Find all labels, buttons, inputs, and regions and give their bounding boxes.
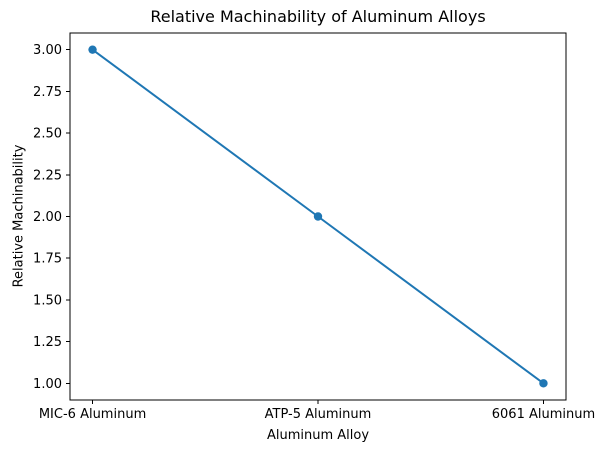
chart-title: Relative Machinability of Aluminum Alloy…	[150, 7, 486, 26]
data-point	[313, 212, 323, 221]
data-point	[88, 45, 97, 54]
x-tick-label: 6061 Aluminum	[492, 407, 595, 422]
y-tick-label: 3.00	[33, 43, 62, 58]
x-axis-label: Aluminum Alloy	[266, 428, 370, 443]
y-tick-label: 1.75	[33, 252, 62, 267]
y-tick-label: 1.50	[33, 293, 62, 308]
y-tick-label: 2.75	[33, 85, 62, 100]
y-tick-label: 2.00	[33, 210, 62, 225]
y-tick-label: 2.25	[33, 168, 62, 183]
x-tick-label: ATP-5 Aluminum	[265, 407, 372, 422]
data-point	[539, 379, 548, 388]
x-tick-label: MIC-6 Aluminum	[39, 407, 146, 422]
y-tick-label: 2.50	[33, 127, 62, 142]
y-tick-label: 1.00	[33, 377, 62, 392]
y-tick-label: 1.25	[33, 335, 62, 350]
